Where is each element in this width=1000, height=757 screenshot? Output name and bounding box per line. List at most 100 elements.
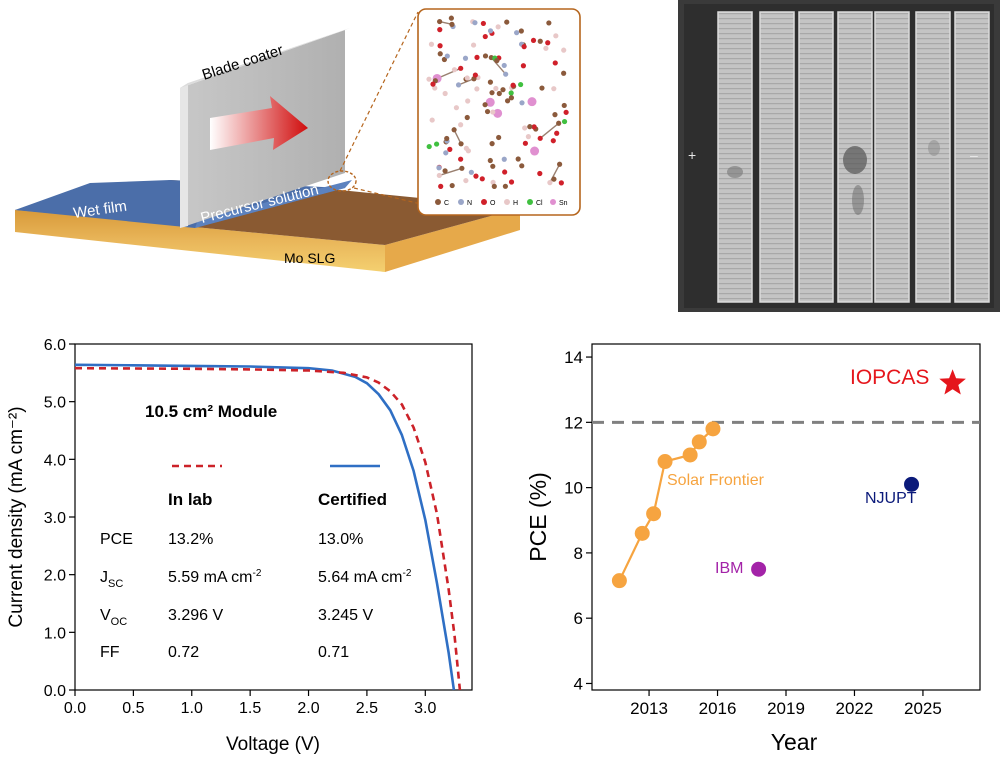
atom xyxy=(546,20,552,26)
pce-xlabel: Year xyxy=(771,729,818,755)
atom xyxy=(464,75,470,81)
atom xyxy=(508,95,515,101)
atom xyxy=(473,173,479,179)
atom xyxy=(451,127,457,133)
atom-legend-item: O xyxy=(481,199,496,207)
jv-xtick-label: 0.0 xyxy=(64,700,86,717)
row-pce-cert: 13.0% xyxy=(318,531,363,548)
module-subcell xyxy=(799,12,833,302)
atom-legend-item: C xyxy=(435,199,449,207)
atom xyxy=(485,97,495,107)
atom xyxy=(561,70,567,76)
jv-series-in-lab xyxy=(74,366,462,691)
atom xyxy=(545,40,551,46)
atom xyxy=(500,87,506,93)
pce-ylabel: PCE (%) xyxy=(525,472,551,561)
pce-xtick-label: 2019 xyxy=(767,699,805,718)
atom xyxy=(432,85,438,91)
row-jsc-label: JSC xyxy=(100,569,123,590)
pce-xtick-label: 2013 xyxy=(630,699,668,718)
jv-series-certified xyxy=(74,363,456,691)
atom xyxy=(490,163,496,169)
atom xyxy=(449,21,455,27)
atom xyxy=(458,65,464,71)
atom xyxy=(426,76,432,82)
label-njupt: NJUPT xyxy=(865,490,917,507)
atom xyxy=(547,180,553,186)
atom xyxy=(437,51,443,57)
atom xyxy=(557,161,563,167)
atom xyxy=(494,58,500,64)
jv-ytick-label: 6.0 xyxy=(44,337,66,354)
data-point-solar-frontier xyxy=(611,573,627,589)
svg-text:H: H xyxy=(513,200,518,207)
atom xyxy=(510,82,516,88)
pce-xtick-label: 2025 xyxy=(904,699,942,718)
atom xyxy=(518,81,524,88)
atom xyxy=(472,72,478,78)
substrate-label: Mo SLG xyxy=(284,250,335,266)
pce-xtick-label: 2022 xyxy=(836,699,874,718)
atom xyxy=(508,179,515,185)
atom xyxy=(474,86,480,92)
atom xyxy=(443,150,449,156)
atom xyxy=(447,146,453,152)
atom xyxy=(429,117,435,123)
row-voc-lab: 3.296 V xyxy=(168,607,223,624)
atom xyxy=(444,135,450,142)
atom xyxy=(502,183,509,189)
atom xyxy=(463,145,469,151)
atom xyxy=(503,71,509,77)
atom xyxy=(482,53,489,59)
atom xyxy=(551,176,557,182)
atom xyxy=(554,130,560,136)
jv-xtick-label: 2.0 xyxy=(297,700,319,717)
atom xyxy=(462,55,469,61)
atom xyxy=(552,60,558,66)
negative-terminal-label: – xyxy=(970,147,978,163)
atom xyxy=(527,124,533,130)
module-subcell xyxy=(760,12,794,302)
jv-ytick-label: 3.0 xyxy=(44,510,66,527)
blade-coating-schematic: Blade coater Wet film Precursor solution… xyxy=(15,8,581,272)
atom xyxy=(490,179,496,186)
atom xyxy=(449,182,455,189)
atom xyxy=(550,138,556,144)
atom xyxy=(487,157,493,164)
atom xyxy=(504,19,510,25)
atom xyxy=(482,102,488,108)
col-header-certified: Certified xyxy=(318,490,387,509)
row-voc-cert: 3.245 V xyxy=(318,607,373,624)
jv-ytick-label: 5.0 xyxy=(44,395,66,412)
jv-plot-frame xyxy=(74,343,473,691)
row-ff-lab: 0.72 xyxy=(168,644,199,661)
atom xyxy=(465,98,471,104)
row-ff-label: FF xyxy=(100,644,120,661)
jv-xtick-label: 1.5 xyxy=(239,700,261,717)
module-subcell xyxy=(718,12,752,302)
atom xyxy=(437,27,443,33)
atom xyxy=(520,63,527,69)
atom xyxy=(489,90,495,96)
module-subcell xyxy=(875,12,909,302)
col-header-in-lab: In lab xyxy=(168,490,212,509)
pce-ytick-label: 4 xyxy=(574,674,583,693)
pce-ytick-label: 10 xyxy=(564,479,583,498)
atom xyxy=(527,97,537,107)
row-jsc-lab: 5.59 mA cm-2 xyxy=(168,568,262,586)
atom xyxy=(522,125,528,131)
atom xyxy=(530,146,540,156)
atom xyxy=(472,20,478,26)
label-iopcas: IOPCAS xyxy=(850,366,929,389)
substrate-front-face xyxy=(15,210,385,272)
svg-text:Cl: Cl xyxy=(536,200,543,207)
atom xyxy=(551,86,557,92)
jv-ylabel: Current density (mA cm⁻²) xyxy=(6,406,27,627)
svg-text:O: O xyxy=(490,200,496,207)
atom xyxy=(458,122,464,128)
atom xyxy=(553,33,559,39)
module-photo: + – xyxy=(678,0,1000,312)
row-jsc-cert: 5.64 mA cm-2 xyxy=(318,568,412,586)
data-point-solar-frontier xyxy=(657,454,673,470)
jv-xtick-label: 0.5 xyxy=(122,700,144,717)
